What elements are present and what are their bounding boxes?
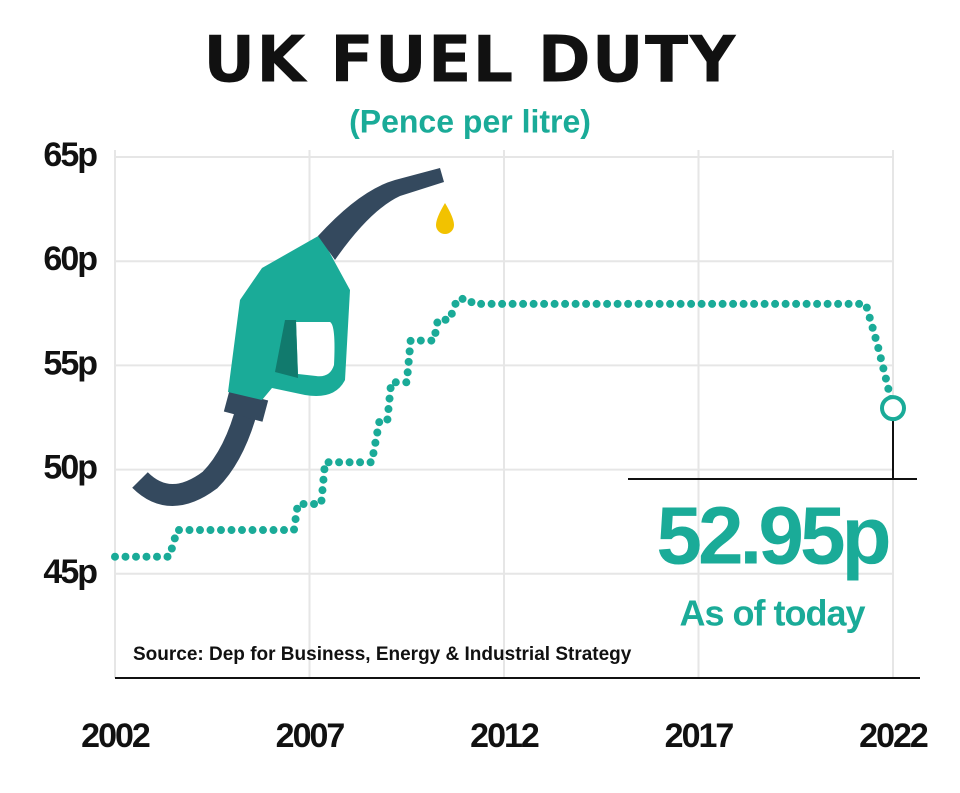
x-tick-label: 2007 bbox=[276, 717, 345, 755]
y-tick-label: 55p bbox=[43, 344, 97, 382]
fuel-duty-line bbox=[111, 294, 897, 561]
chart-title: UK FUEL DUTY bbox=[203, 24, 736, 98]
x-tick-label: 2002 bbox=[81, 717, 150, 755]
chart-subtitle: (Pence per litre) bbox=[349, 103, 591, 139]
y-tick-label: 50p bbox=[43, 449, 97, 487]
x-tick-label: 2012 bbox=[470, 717, 539, 755]
x-tick-label: 2017 bbox=[665, 717, 734, 755]
source-note: Source: Dep for Business, Energy & Indus… bbox=[133, 644, 632, 665]
x-tick-label: 2022 bbox=[859, 717, 928, 755]
value-annotation: 52.95p bbox=[656, 491, 888, 582]
y-tick-label: 65p bbox=[43, 136, 97, 174]
y-tick-label: 60p bbox=[43, 240, 97, 278]
fuel-pump-illustration bbox=[132, 168, 454, 506]
annotation-caption: As of today bbox=[679, 593, 865, 634]
latest-point bbox=[880, 395, 906, 422]
y-tick-label: 45p bbox=[43, 553, 97, 591]
